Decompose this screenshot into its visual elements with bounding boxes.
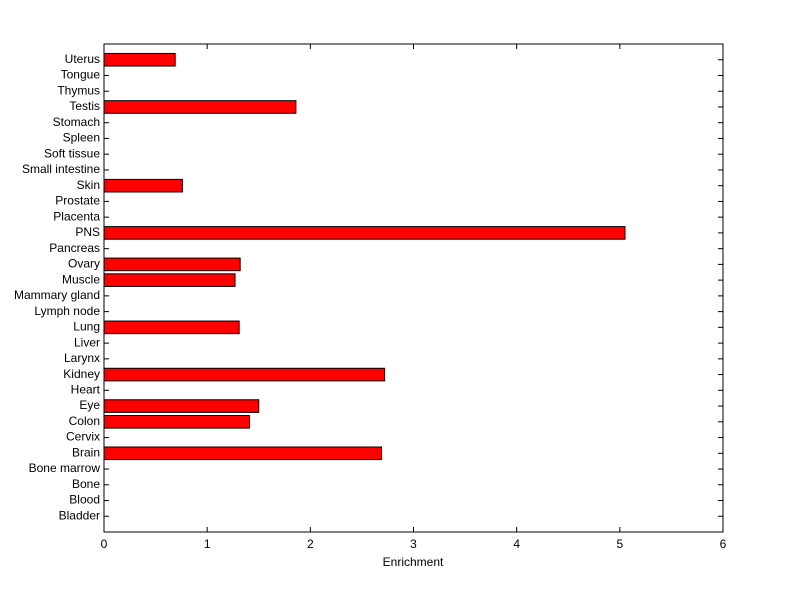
y-tick-label: Larynx: [64, 351, 100, 365]
bar: [103, 273, 236, 287]
bar: [103, 178, 183, 193]
x-axis-label: Enrichment: [383, 555, 444, 569]
y-tick-label: Eye: [79, 398, 100, 412]
x-tick-label: 5: [616, 537, 623, 551]
y-tick-label: Muscle: [62, 272, 100, 286]
y-tick-label: Lymph node: [34, 304, 100, 318]
y-tick-label: Mammary gland: [14, 288, 100, 302]
y-tick-label: Prostate: [55, 194, 100, 208]
y-tick-label: Small intestine: [22, 162, 100, 176]
bar: [103, 367, 386, 382]
y-tick-label: Brain: [72, 445, 100, 459]
x-tick-label: 4: [513, 537, 520, 551]
y-tick-label: Testis: [69, 99, 100, 113]
x-tick-label: 0: [101, 537, 108, 551]
bar: [103, 226, 626, 240]
x-tick-label: 1: [204, 537, 211, 551]
y-tick-label: Colon: [69, 414, 100, 428]
y-tick-label: Tongue: [61, 68, 101, 82]
y-tick-label: PNS: [75, 225, 100, 239]
bar: [103, 257, 241, 272]
bar: [103, 446, 383, 461]
bar: [103, 415, 250, 429]
y-tick-label: Uterus: [65, 52, 100, 66]
bar: [103, 320, 240, 335]
y-tick-label: Stomach: [53, 115, 100, 129]
y-tick-label: Liver: [74, 335, 100, 349]
y-tick-label: Blood: [69, 493, 100, 507]
y-tick-label: Lung: [73, 320, 100, 334]
y-tick-label: Skin: [77, 178, 100, 192]
y-tick-label: Cervix: [66, 430, 100, 444]
y-tick-label: Thymus: [57, 83, 100, 97]
y-tick-label: Soft tissue: [44, 146, 100, 160]
x-tick-label: 3: [410, 537, 417, 551]
y-tick-label: Spleen: [63, 131, 100, 145]
x-tick-label: 2: [307, 537, 314, 551]
y-tick-label: Bone: [72, 477, 100, 491]
y-tick-label: Heart: [71, 382, 101, 396]
y-tick-label: Kidney: [63, 367, 100, 381]
y-tick-label: Bone marrow: [29, 461, 101, 475]
bar: [103, 399, 260, 413]
y-tick-label: Pancreas: [49, 241, 100, 255]
y-tick-label: Bladder: [59, 508, 100, 522]
y-tick-label: Placenta: [53, 209, 100, 223]
x-tick-label: 6: [720, 537, 727, 551]
y-tick-label: Ovary: [68, 257, 100, 271]
bar: [103, 52, 176, 67]
bar: [103, 100, 297, 114]
